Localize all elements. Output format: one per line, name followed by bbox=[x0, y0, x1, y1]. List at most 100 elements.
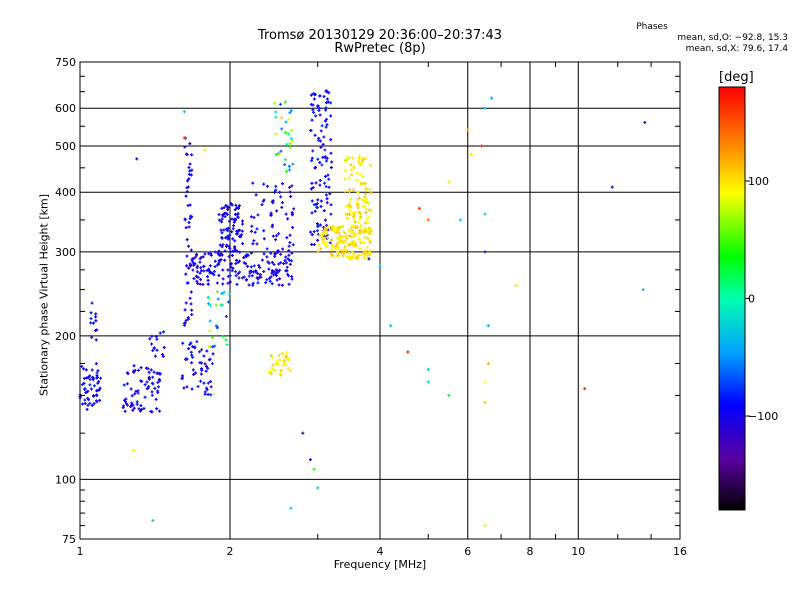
data-point bbox=[351, 188, 355, 192]
data-point bbox=[641, 288, 645, 292]
data-point bbox=[310, 233, 314, 237]
data-point bbox=[189, 248, 193, 252]
data-point bbox=[232, 224, 236, 228]
data-point bbox=[287, 249, 291, 253]
data-point bbox=[148, 337, 152, 341]
data-point bbox=[135, 157, 139, 161]
data-point bbox=[346, 242, 350, 246]
data-point bbox=[280, 127, 284, 131]
data-point bbox=[195, 279, 199, 283]
data-point bbox=[221, 282, 225, 286]
data-point bbox=[226, 206, 230, 210]
data-point bbox=[483, 380, 487, 384]
data-point bbox=[349, 255, 353, 259]
data-point bbox=[289, 137, 293, 141]
data-point bbox=[219, 258, 223, 262]
data-point bbox=[269, 353, 273, 357]
data-point bbox=[222, 290, 226, 294]
data-point bbox=[287, 244, 291, 248]
data-point bbox=[207, 302, 211, 306]
data-point bbox=[257, 264, 261, 268]
data-point bbox=[336, 246, 340, 250]
y-tick-label: 400 bbox=[55, 186, 76, 199]
data-point bbox=[269, 372, 273, 376]
data-point bbox=[347, 243, 351, 247]
data-point bbox=[285, 350, 289, 354]
data-point bbox=[319, 233, 323, 237]
data-point bbox=[184, 194, 188, 198]
data-point bbox=[208, 329, 212, 333]
data-point bbox=[83, 398, 87, 402]
data-point bbox=[94, 315, 98, 319]
data-point bbox=[135, 400, 139, 404]
data-point bbox=[357, 154, 361, 158]
data-point bbox=[466, 128, 470, 132]
data-point bbox=[225, 245, 229, 249]
data-point bbox=[249, 215, 253, 219]
data-point bbox=[226, 234, 230, 238]
data-point bbox=[222, 206, 226, 210]
data-point bbox=[150, 334, 154, 338]
data-point bbox=[251, 242, 255, 246]
data-point bbox=[310, 181, 314, 185]
data-point bbox=[347, 234, 351, 238]
data-point bbox=[281, 352, 285, 356]
data-point bbox=[231, 237, 235, 241]
plot-frame bbox=[79, 61, 681, 540]
data-point bbox=[131, 408, 135, 412]
data-point bbox=[221, 335, 225, 339]
data-point bbox=[329, 166, 333, 170]
colorbar-tick-label: 100 bbox=[748, 175, 769, 188]
data-point bbox=[240, 219, 244, 223]
data-point bbox=[260, 203, 264, 207]
data-point bbox=[252, 239, 256, 243]
data-point bbox=[349, 240, 353, 244]
data-point bbox=[162, 330, 166, 334]
data-point bbox=[339, 249, 343, 253]
data-point bbox=[206, 282, 210, 286]
data-point bbox=[327, 91, 331, 95]
data-point bbox=[123, 409, 127, 413]
data-point bbox=[250, 274, 254, 278]
data-point bbox=[258, 266, 262, 270]
data-point bbox=[262, 237, 266, 241]
data-point bbox=[355, 171, 359, 175]
data-point bbox=[358, 217, 362, 221]
data-point bbox=[363, 250, 367, 254]
data-point bbox=[217, 273, 221, 277]
data-point bbox=[95, 389, 99, 393]
data-point bbox=[220, 220, 224, 224]
data-point bbox=[235, 232, 239, 236]
data-point bbox=[315, 229, 319, 233]
x-tick-label: 1 bbox=[77, 545, 84, 558]
data-point bbox=[202, 354, 206, 358]
data-point bbox=[212, 270, 216, 274]
data-point bbox=[228, 274, 232, 278]
data-point bbox=[226, 226, 230, 230]
data-point bbox=[155, 407, 159, 411]
data-point bbox=[203, 148, 207, 152]
data-point bbox=[191, 345, 195, 349]
data-point bbox=[344, 159, 348, 163]
data-point bbox=[330, 242, 334, 246]
data-point bbox=[329, 114, 333, 118]
data-point bbox=[157, 385, 161, 389]
x-tick-label: 8 bbox=[527, 545, 534, 558]
data-point bbox=[242, 256, 246, 260]
data-point bbox=[334, 254, 338, 258]
data-point bbox=[209, 393, 213, 397]
data-point bbox=[96, 369, 100, 373]
data-point bbox=[358, 247, 362, 251]
data-point bbox=[94, 312, 98, 316]
data-point bbox=[184, 301, 188, 305]
data-point bbox=[323, 148, 327, 152]
data-point bbox=[273, 369, 277, 373]
data-point bbox=[350, 230, 354, 234]
data-point bbox=[316, 157, 320, 161]
data-point bbox=[350, 224, 354, 228]
data-point bbox=[188, 296, 192, 300]
data-point bbox=[131, 448, 135, 452]
data-point bbox=[203, 252, 207, 256]
stats-o-mode: mean, sd,O: −92.8, 15.3 bbox=[677, 33, 788, 43]
data-point bbox=[187, 221, 191, 225]
